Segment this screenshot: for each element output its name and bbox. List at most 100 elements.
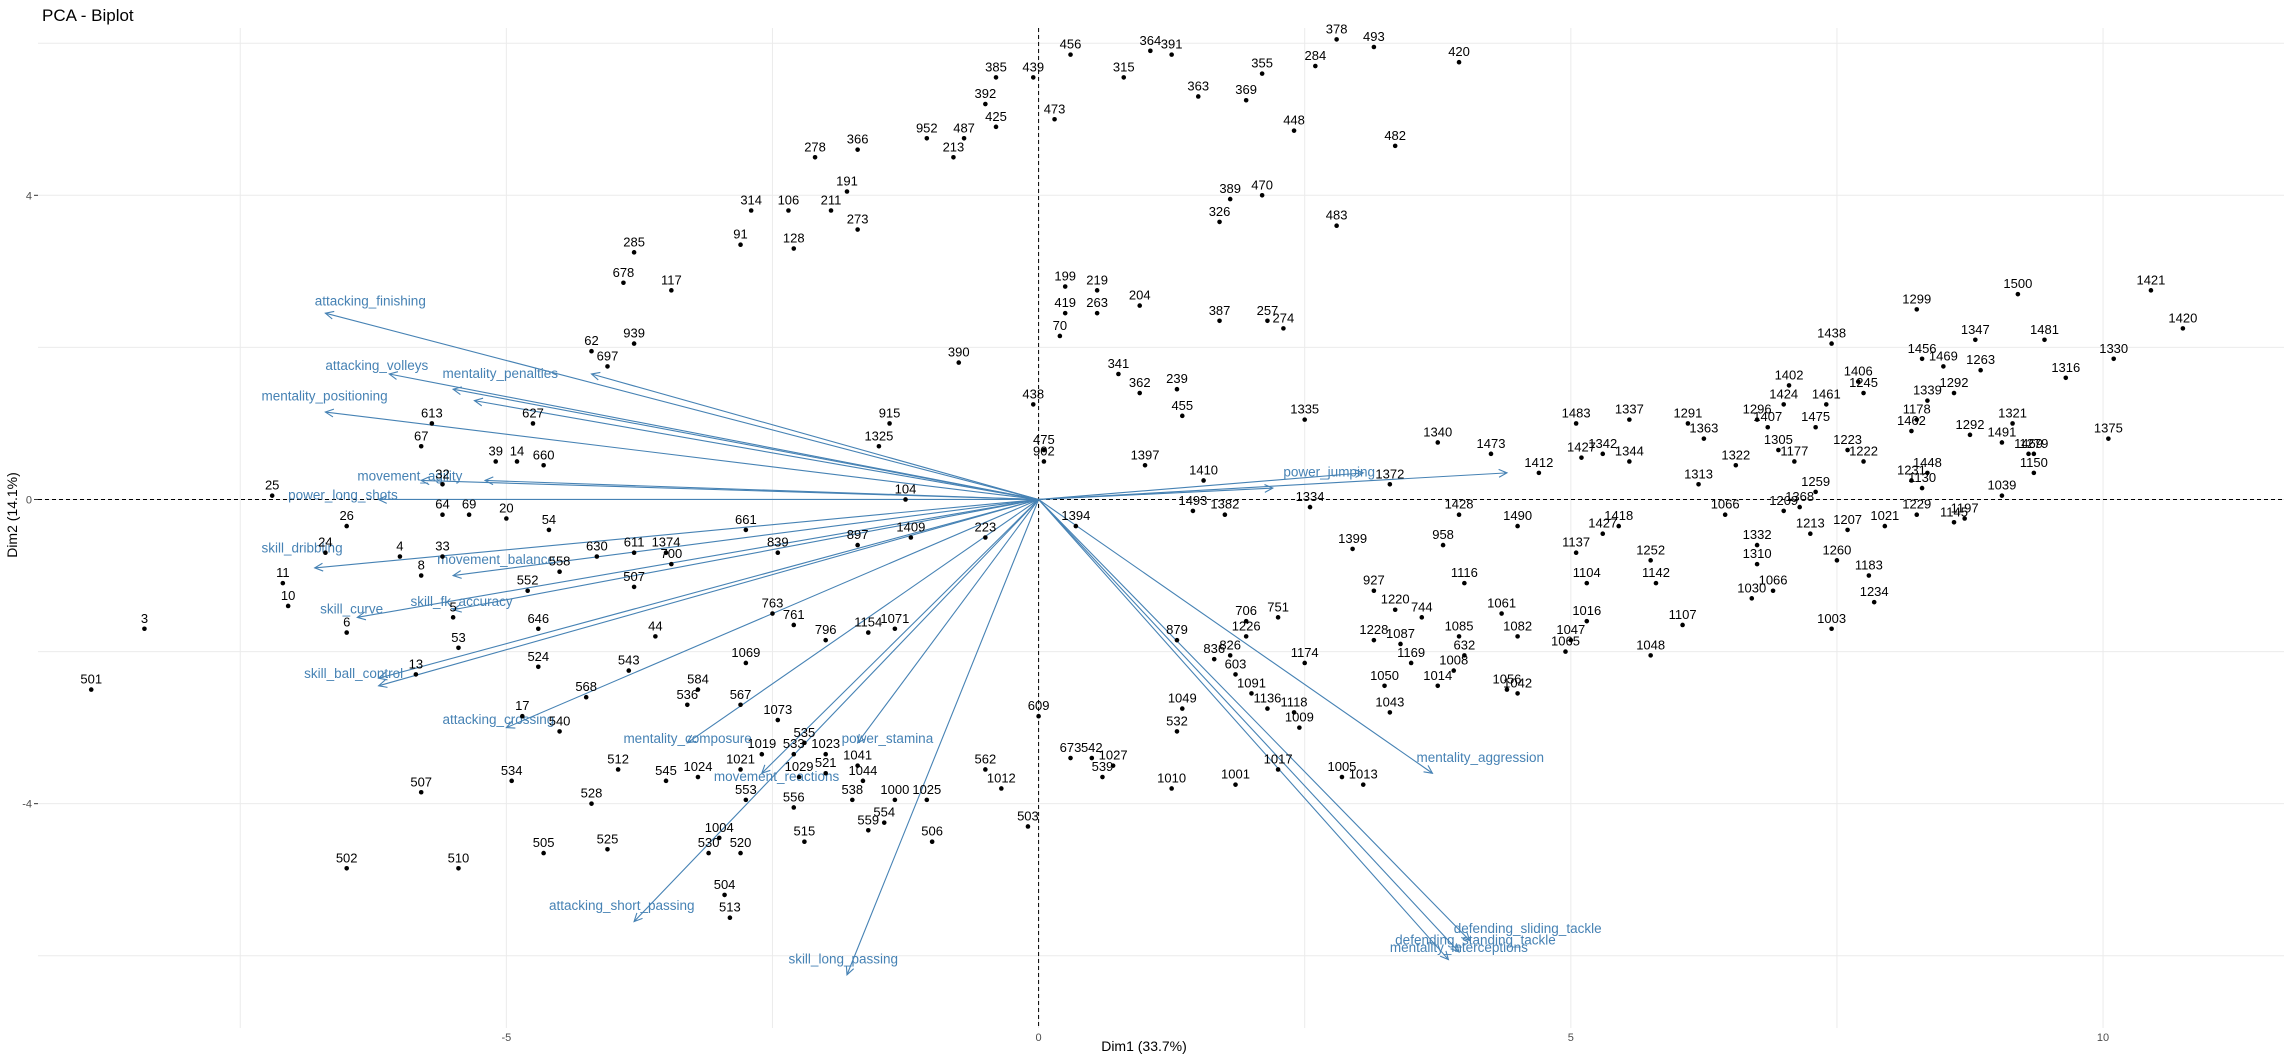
individual-point (1978, 367, 1983, 373)
individual-point (1243, 618, 1249, 624)
individual-point (1754, 542, 1760, 548)
individual-label: 584 (687, 672, 709, 687)
variable-arrowhead (388, 371, 399, 380)
individual-point (823, 751, 828, 757)
individual-point (509, 778, 514, 784)
x-tick-label: 0 (1036, 1032, 1042, 1044)
individual-point (1914, 307, 1920, 312)
individual-label: 1424 (1769, 386, 1798, 401)
individual-label: 362 (1129, 375, 1151, 390)
individual-label: 1137 (1562, 535, 1590, 550)
variable-arrowhead (1354, 469, 1365, 478)
individual-point (1174, 729, 1180, 734)
individual-point (1568, 637, 1574, 643)
individual-point (1137, 390, 1143, 396)
individual-label: 559 (857, 812, 879, 827)
individual-point (1222, 512, 1228, 517)
individual-point (1909, 478, 1914, 483)
individual-label: 1292 (1956, 417, 1985, 432)
individual-point (881, 820, 887, 825)
individual-point (1951, 390, 1957, 396)
individual-point (1291, 128, 1297, 133)
individual-label: 1050 (1370, 668, 1399, 683)
individual-point (456, 645, 461, 651)
individual-label: 1427 (1567, 440, 1596, 455)
x-tick-label: 10 (2097, 1032, 2109, 1044)
individual-label: 1226 (1232, 618, 1261, 633)
individual-point (1680, 622, 1685, 628)
individual-label: 1305 (1764, 432, 1793, 447)
individual-label: 1183 (1855, 558, 1883, 573)
individual-label: 1259 (1801, 474, 1830, 489)
individual-point (791, 751, 797, 757)
individual-label: 1003 (1817, 611, 1846, 626)
individual-label: 1344 (1615, 443, 1644, 458)
individual-label: 341 (1108, 356, 1130, 371)
individual-label: 1154 (854, 615, 882, 630)
individual-label: 1136 (1253, 691, 1281, 706)
individual-label: 493 (1363, 29, 1385, 44)
individual-point (440, 554, 445, 559)
individual-point (1685, 421, 1691, 426)
variable-arrow (474, 400, 1039, 501)
individual-label: 502 (336, 850, 358, 865)
individual-point (1137, 303, 1143, 308)
individual-label: 513 (719, 900, 741, 915)
individual-label: 1091 (1237, 675, 1266, 690)
individual-point (1515, 634, 1520, 639)
individual-point (903, 497, 908, 502)
individual-label: 475 (1033, 432, 1055, 447)
individual-point (983, 767, 988, 772)
individual-label: 53 (451, 630, 465, 645)
individual-point (466, 512, 472, 517)
individual-point (1781, 402, 1787, 407)
individual-label: 1228 (1359, 622, 1388, 637)
individual-point (1765, 424, 1771, 430)
individual-label: 1330 (2099, 341, 2128, 356)
individual-label: 385 (985, 59, 1007, 74)
individual-label: 25 (265, 478, 279, 493)
individual-label: 1004 (705, 820, 734, 835)
individual-point (1068, 755, 1073, 761)
individual-label: 1427 (1588, 516, 1617, 531)
individual-label: 438 (1022, 386, 1044, 401)
individual-label: 315 (1113, 59, 1135, 74)
individual-point (929, 839, 935, 844)
variable-label: movement_balance (437, 552, 555, 567)
individual-label: 482 (1384, 128, 1406, 143)
y-tick-label: 0 (26, 494, 32, 506)
individual-label: 1085 (1445, 618, 1474, 633)
individual-point (631, 250, 637, 255)
individual-point (1515, 691, 1520, 696)
individual-point (1419, 615, 1425, 620)
individual-point (1179, 706, 1185, 711)
individual-label: 26 (339, 508, 353, 523)
variable-arrowhead (845, 965, 855, 976)
individual-label: 1462 (1897, 413, 1926, 428)
variable-label: skill_long_passing (788, 951, 898, 966)
individual-point (2010, 421, 2015, 426)
individual-point (1488, 451, 1494, 457)
individual-label: 512 (607, 751, 629, 766)
variable-label: movement_reactions (714, 769, 840, 784)
individual-point (1914, 417, 1920, 422)
individual-label: 33 (435, 539, 449, 554)
individual-label: 552 (517, 573, 539, 588)
individual-label: 603 (1225, 656, 1247, 671)
individual-label: 1178 (1903, 402, 1931, 417)
individual-point (791, 622, 797, 628)
individual-label: 613 (421, 405, 443, 420)
individual-point (1701, 436, 1707, 441)
individual-point (1110, 763, 1116, 768)
individual-label: 553 (735, 782, 757, 797)
x-tick-label: 5 (1568, 1032, 1574, 1044)
variable-arrow (633, 499, 1039, 922)
variable-arrowhead (1498, 468, 1509, 478)
individual-label: 363 (1187, 78, 1209, 93)
individual-point (1696, 481, 1701, 487)
variable-arrowhead (1423, 765, 1434, 774)
individual-point (1914, 512, 1920, 517)
individual-label: 32 (435, 466, 449, 481)
individual-label: 535 (794, 725, 816, 740)
variable-arrow (378, 498, 1039, 679)
